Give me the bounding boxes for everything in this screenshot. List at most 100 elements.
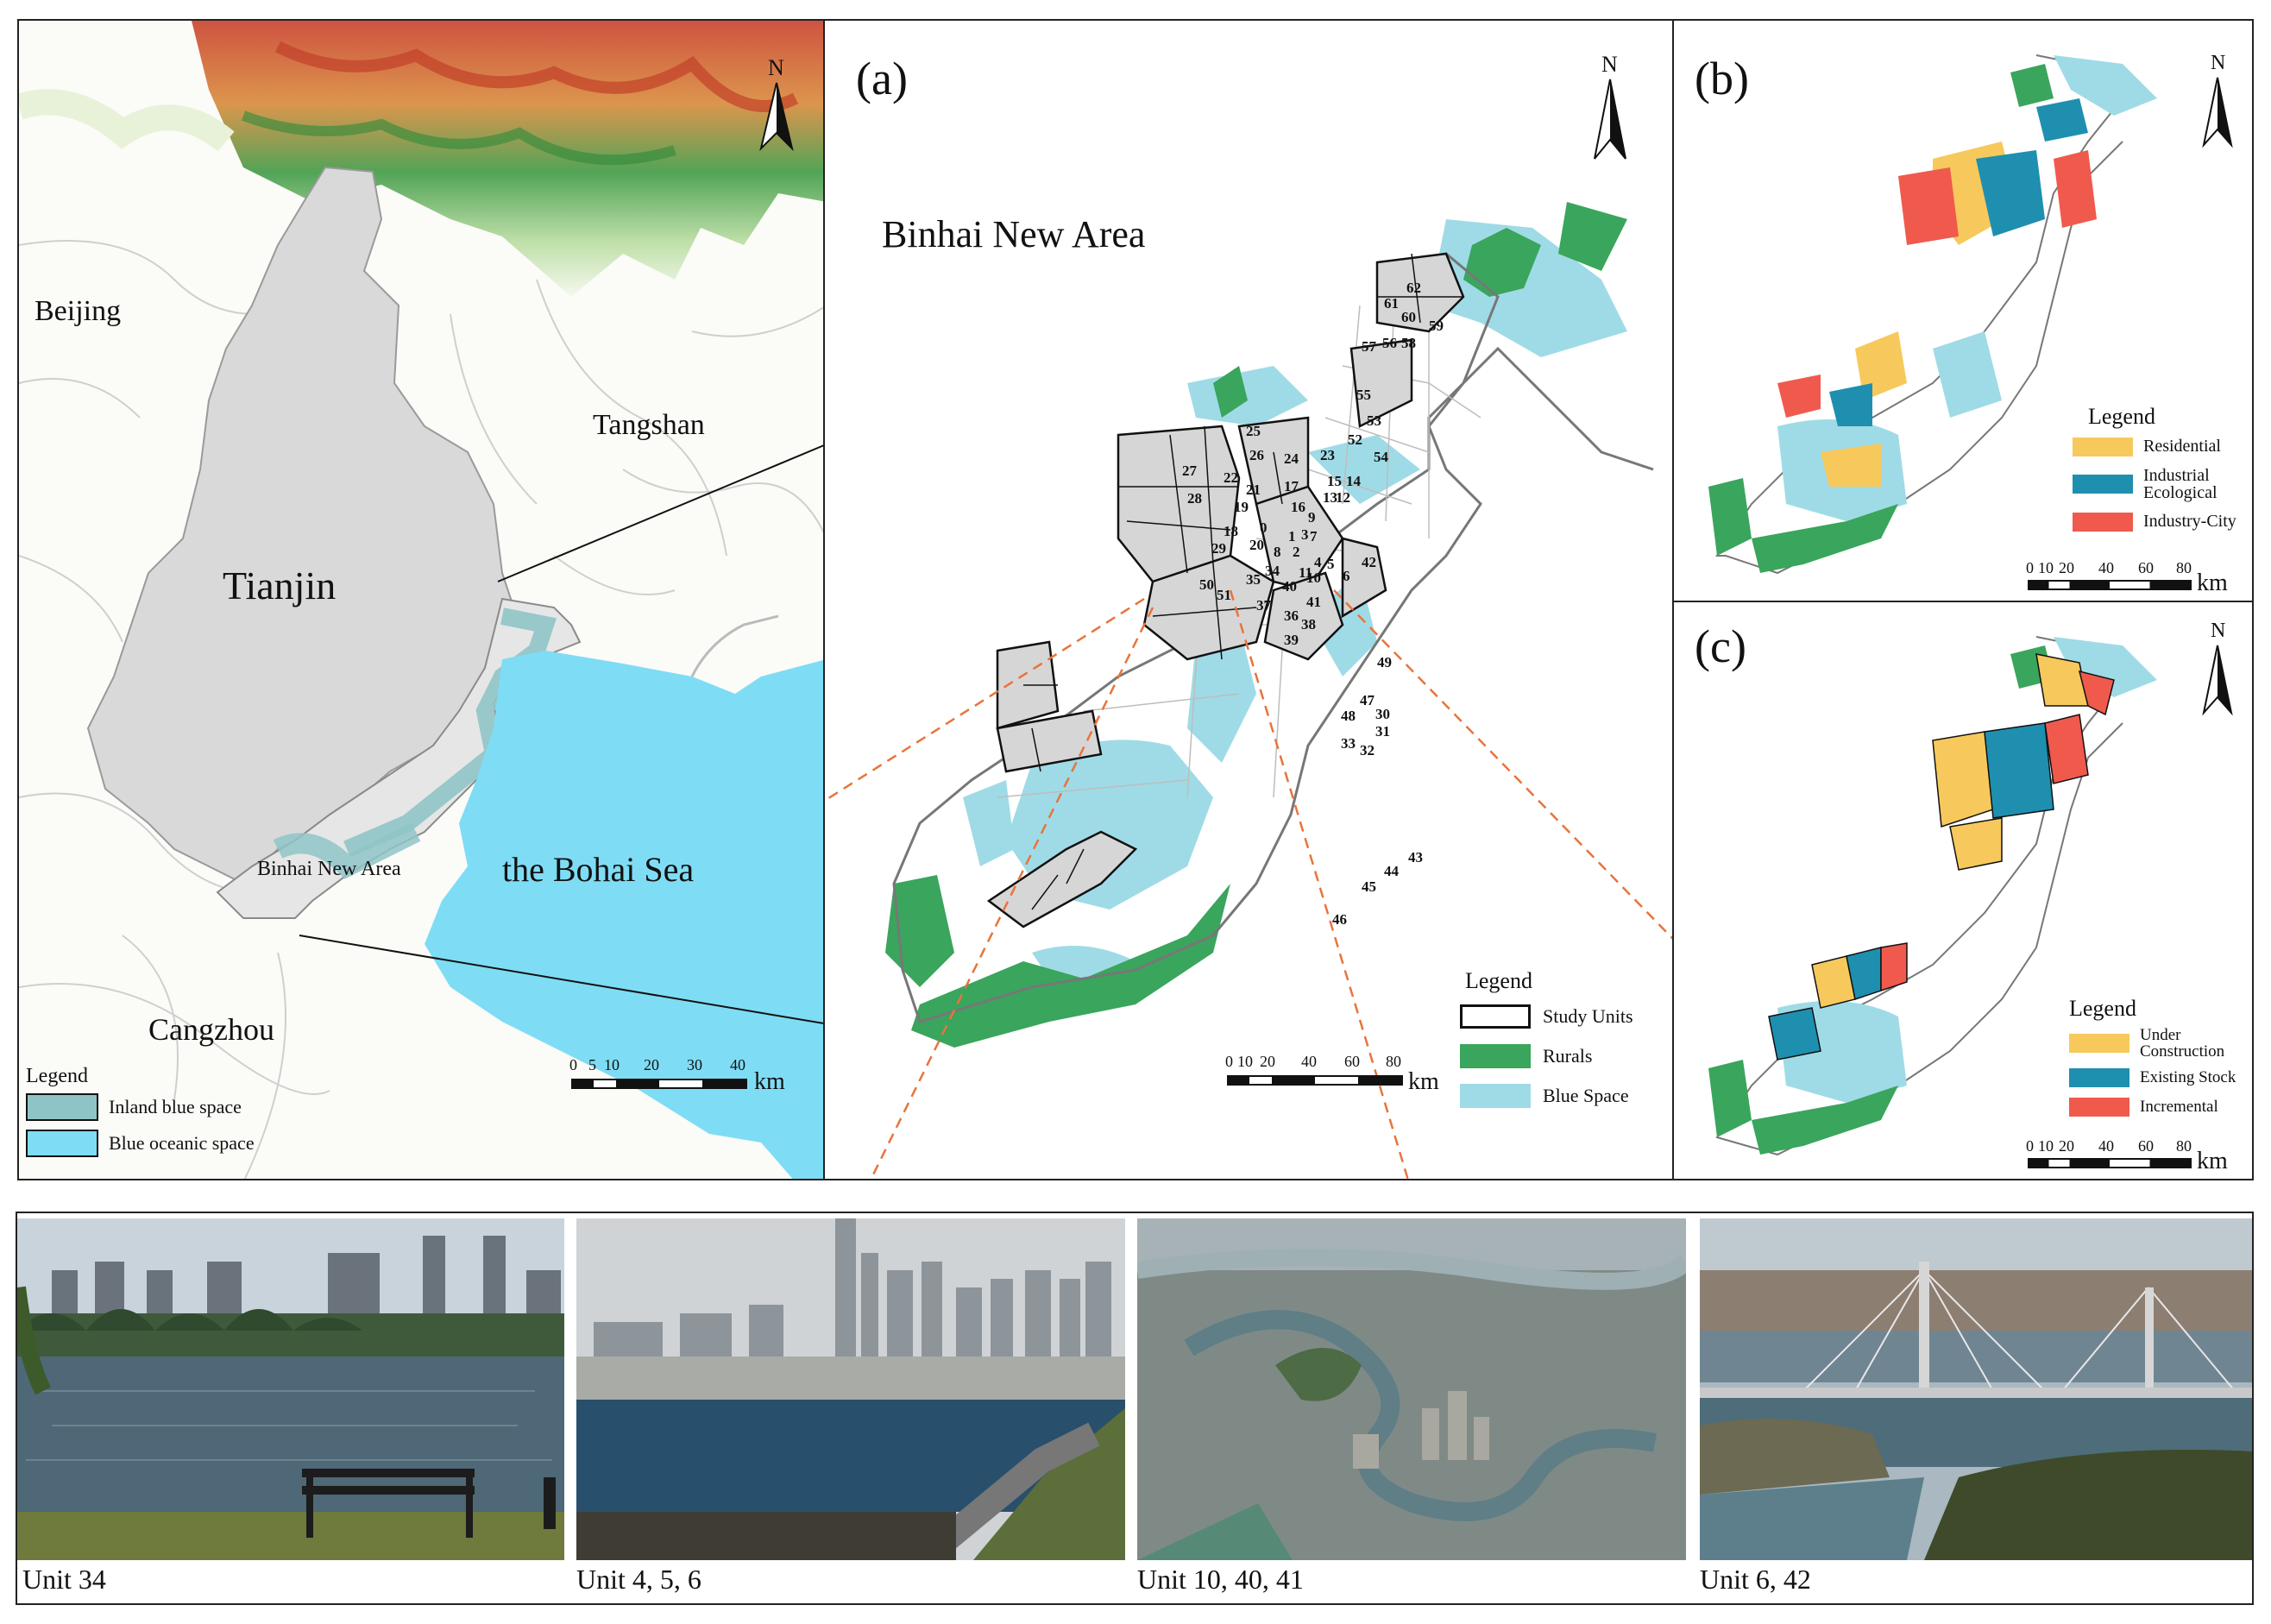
unit-number-label: 34	[1265, 563, 1280, 579]
legend-swatch-study-units	[1460, 1004, 1531, 1029]
legend-swatch-rurals	[1460, 1044, 1531, 1068]
unit-number-label: 10	[1306, 570, 1321, 586]
unit-number-label: 7	[1310, 528, 1318, 544]
unit-number-label: 9	[1308, 509, 1316, 526]
photo-unit-6-42	[1700, 1218, 2252, 1560]
unit-number-label: 54	[1374, 449, 1388, 465]
development-status-map	[1708, 636, 2157, 1156]
unit-number-label: 30	[1375, 706, 1390, 722]
scale-tick: 20	[1260, 1053, 1275, 1070]
scale-tick: 20	[644, 1056, 659, 1073]
scale-tick: 60	[2138, 1137, 2154, 1155]
unit-number-label: 58	[1401, 335, 1416, 351]
unit-number-label: 35	[1246, 571, 1261, 588]
photo-unit-34	[17, 1218, 564, 1560]
unit-number-label: 53	[1367, 412, 1381, 429]
unit-number-label: 41	[1306, 594, 1321, 610]
photo-skyline-lake	[576, 1218, 1125, 1560]
unit-number-label: 56	[1382, 335, 1397, 351]
place-beijing: Beijing	[35, 295, 122, 327]
scale-tick: 10	[2038, 1137, 2054, 1155]
unit-number-label: 0	[1260, 519, 1268, 536]
unit-number-label: 13	[1323, 489, 1337, 506]
unit-number-label: 8	[1274, 544, 1281, 560]
legend-swatch-ocean	[26, 1130, 98, 1157]
unit-number-label: 62	[1406, 280, 1421, 296]
legend-label: Blue Space	[1543, 1085, 1629, 1106]
unit-number-label: 33	[1341, 735, 1356, 752]
unit-number-label: 44	[1384, 863, 1399, 879]
photo-aerial-river	[1137, 1218, 1686, 1560]
unit-number-label: 55	[1356, 387, 1371, 403]
north-arrow: N	[1589, 52, 1641, 173]
unit-number-label: 61	[1384, 295, 1399, 312]
photo-caption: Unit 10, 40, 41	[1137, 1564, 1304, 1595]
unit-number-label: 14	[1346, 473, 1361, 489]
legend-label: Existing Stock	[2140, 1068, 2236, 1086]
scale-unit: km	[2197, 1148, 2228, 1174]
legend-title: Legend	[2069, 996, 2136, 1021]
panel-c-scale-bar: 0 10 20 40 60 80 km	[2026, 1137, 2252, 1179]
panel-c-legend: Legend Under Construction Existing Stock…	[2069, 996, 2252, 1117]
north-arrow-icon	[2202, 645, 2233, 716]
north-arrow-icon	[2202, 77, 2233, 148]
scale-tick: 30	[687, 1056, 702, 1073]
unit-number-label: 1	[1288, 528, 1296, 544]
scale-unit: km	[2197, 570, 2228, 596]
photo-caption: Unit 4, 5, 6	[576, 1564, 701, 1595]
legend-label: Rurals	[1543, 1045, 1593, 1067]
legend-label: Industrial Ecological	[2143, 466, 2218, 502]
panel-a-scale-bar: 0 10 20 40 60 80 km	[1225, 1053, 1451, 1105]
north-arrow: N	[754, 55, 806, 159]
scale-tick: 0	[1225, 1053, 1233, 1070]
overview-map	[19, 21, 823, 1179]
panel-a-legend: Legend Study Units Rurals Blue Space	[1460, 968, 1667, 1108]
north-arrow: N	[2200, 52, 2243, 155]
unit-number-label: 60	[1401, 309, 1416, 325]
panel-b-label: (b)	[1695, 53, 1749, 104]
scale-tick: 80	[1386, 1053, 1401, 1070]
unit-number-label: 17	[1284, 478, 1299, 494]
north-arrow-icon	[759, 82, 794, 152]
unit-number-label: 28	[1187, 490, 1202, 507]
place-tianjin: Tianjin	[223, 563, 337, 607]
legend-label: Residential	[2143, 437, 2221, 456]
unit-number-label: 20	[1249, 537, 1264, 553]
unit-number-label: 46	[1332, 911, 1347, 928]
scale-tick: 60	[1344, 1053, 1360, 1070]
overview-legend: Legend Inland blue space Blue oceanic sp…	[26, 1065, 319, 1157]
north-label: N	[2211, 620, 2226, 642]
unit-number-label: 29	[1211, 540, 1226, 557]
unit-number-label: 43	[1408, 849, 1423, 866]
legend-title: Legend	[1465, 968, 1532, 993]
unit-number-label: 22	[1224, 469, 1238, 486]
unit-number-label: 31	[1375, 723, 1390, 740]
scale-tick: 80	[2176, 1137, 2192, 1155]
scale-tick: 10	[1237, 1053, 1253, 1070]
unit-number-label: 50	[1199, 576, 1214, 593]
unit-number-label: 4	[1314, 554, 1322, 570]
place-cangzhou: Cangzhou	[148, 1012, 274, 1047]
unit-number-label: 5	[1327, 556, 1335, 572]
scale-tick: 40	[2098, 559, 2114, 576]
scale-tick: 40	[2098, 1137, 2114, 1155]
panel-b-scale-bar: 0 10 20 40 60 80 km	[2026, 559, 2252, 601]
legend-title: Legend	[2088, 404, 2155, 429]
unit-number-label: 57	[1362, 338, 1376, 355]
panel-b: (b) N Legend Residential Industrial Ecol…	[1672, 19, 2254, 602]
panel-a-label: (a)	[856, 53, 908, 104]
legend-swatch-industry-city	[2073, 512, 2133, 532]
unit-number-label: 15	[1327, 473, 1342, 489]
legend-swatch-inland	[26, 1093, 98, 1121]
place-binhai: Binhai New Area	[257, 858, 401, 880]
legend-label: Under Construction	[2140, 1026, 2225, 1061]
panel-a: (a) Binhai New Area N 0 1 2 3 4 5 6 7 8 9 10 11 12 13…	[823, 19, 1674, 1180]
unit-number-label: 12	[1336, 489, 1350, 506]
photo-caption: Unit 6, 42	[1700, 1564, 1811, 1595]
north-arrow-icon	[1594, 79, 1626, 160]
unit-number-label: 51	[1217, 587, 1231, 603]
photo-caption: Unit 34	[22, 1564, 106, 1595]
unit-number-label: 59	[1429, 318, 1444, 334]
scale-tick: 0	[2026, 1137, 2034, 1155]
scale-tick: 20	[2059, 559, 2074, 576]
